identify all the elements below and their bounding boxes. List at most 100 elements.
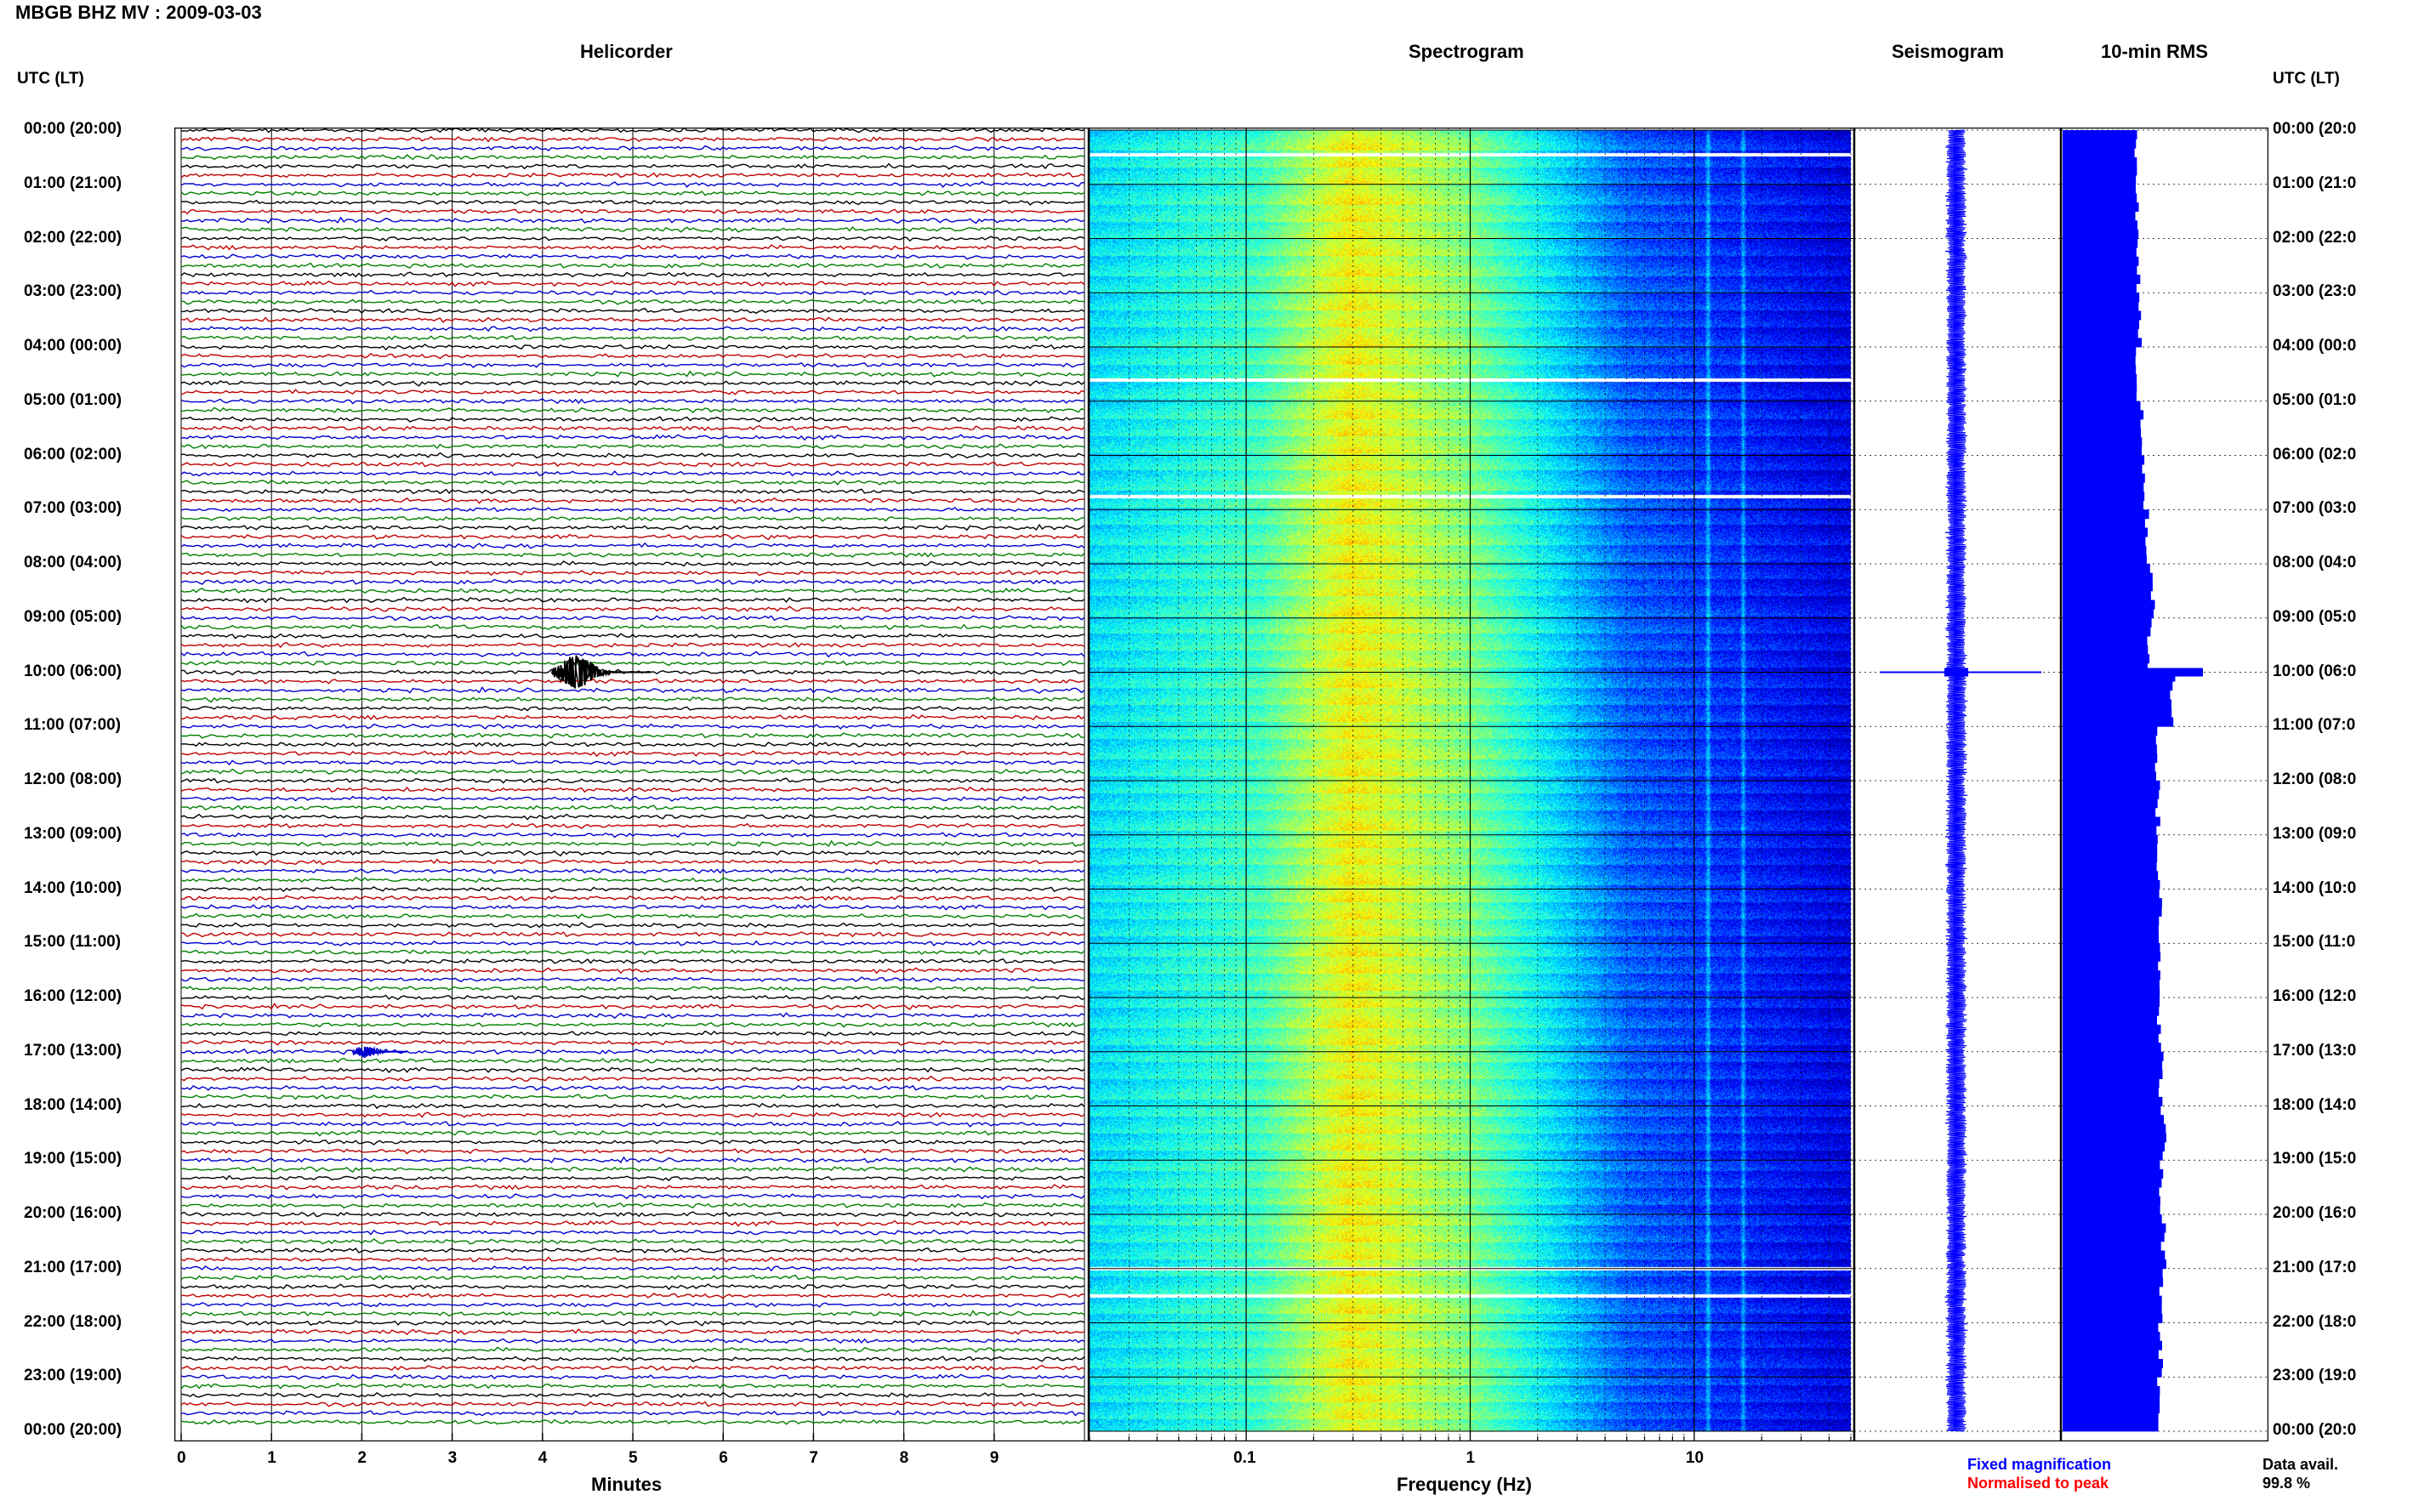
rms-bar: [2063, 1313, 2163, 1323]
helicorder-trace: [180, 344, 1085, 351]
rms-bar: [2063, 338, 2142, 348]
seismogram-spike-core: [1944, 668, 1968, 677]
rms-bar: [2063, 193, 2137, 203]
rms-bar: [2063, 781, 2160, 790]
time-label-left: 15:00 (11:00): [24, 933, 122, 952]
helicorder-trace: [180, 777, 1085, 784]
rms-bar: [2063, 1259, 2166, 1270]
rms-bar: [2063, 988, 2160, 998]
helicorder-trace: [180, 1219, 1085, 1227]
helicorder-trace: [180, 1338, 1085, 1344]
rms-bar: [2063, 482, 2144, 492]
rms-bar: [2063, 998, 2160, 1007]
rms-bar: [2063, 473, 2145, 483]
helicorder-trace: [180, 976, 1085, 983]
time-label-right: 09:00 (05:0: [2273, 607, 2357, 626]
time-label-left: 02:00 (22:00): [24, 228, 122, 247]
helicorder-x-tick-label: 9: [989, 1449, 999, 1467]
helicorder-trace: [180, 1139, 1085, 1145]
rms-bar: [2063, 184, 2136, 194]
rms-bar: [2063, 726, 2158, 736]
rms-bar: [2063, 1232, 2165, 1242]
spectrogram-grid: [1089, 128, 1854, 1441]
helicorder-x-tick-label: 4: [538, 1449, 548, 1467]
helicorder-trace: [180, 713, 1085, 721]
helicorder-trace: [180, 1383, 1085, 1390]
helicorder-trace: [180, 334, 1085, 342]
time-label-left: 04:00 (00:00): [24, 337, 122, 355]
rms-bar: [2063, 1006, 2160, 1016]
helicorder-trace: [180, 542, 1085, 549]
helicorder-trace: [180, 1293, 1085, 1299]
rms-bar: [2063, 1123, 2166, 1134]
helicorder-trace: [180, 867, 1085, 874]
helicorder-trace: [180, 1129, 1084, 1137]
spectrogram-x-tick-label: 1: [1466, 1449, 1476, 1467]
helicorder-trace: [180, 307, 1085, 315]
rms-bar: [2063, 509, 2149, 520]
helicorder-trace: [180, 560, 1085, 567]
helicorder-trace: [180, 425, 1085, 431]
time-label-left: 05:00 (01:00): [24, 390, 122, 409]
time-label-right: 22:00 (18:0: [2273, 1312, 2357, 1331]
time-label-right: 18:00 (14:0: [2273, 1095, 2357, 1114]
helicorder-x-tick-label: 7: [809, 1449, 818, 1467]
helicorder-x-tick-label: 3: [447, 1449, 458, 1467]
time-label-right: 20:00 (16:0: [2273, 1204, 2357, 1222]
rms-bar: [2063, 1160, 2160, 1170]
helicorder-trace: [180, 839, 1085, 848]
helicorder-trace: [180, 523, 1085, 531]
rms-bar: [2063, 1359, 2163, 1368]
helicorder-trace: [180, 885, 1085, 893]
rms-bar: [2063, 889, 2160, 899]
helicorder-trace: [180, 1346, 1085, 1353]
seismogram-title: Seismogram: [1892, 41, 2005, 62]
helicorder-trace: [181, 732, 1085, 739]
helicorder-trace: [180, 912, 1085, 919]
helicorder-trace: [180, 180, 1085, 188]
helicorder-trace: [180, 244, 1085, 251]
seismogram-trace: [1944, 129, 1968, 1432]
fixed-magnification-note: Fixed magnification: [1967, 1456, 2112, 1473]
helicorder-trace: [180, 1057, 1085, 1064]
helicorder-x-tick-label: 5: [629, 1449, 638, 1467]
time-label-right: 00:00 (20:0: [2273, 120, 2357, 138]
rms-bar: [2063, 139, 2137, 149]
rms-bar: [2063, 925, 2159, 935]
time-label-right: 07:00 (03:0: [2273, 499, 2357, 518]
rms-bar: [2063, 202, 2139, 212]
helicorder-trace: [180, 353, 1085, 360]
rms-bar: [2063, 437, 2143, 447]
rms-bar: [2063, 600, 2155, 610]
spectrogram-frame: [1089, 128, 1854, 1441]
helicorder-trace: [180, 633, 1085, 639]
helicorder-trace: [180, 696, 1085, 703]
helicorder-x-tick-label: 6: [719, 1449, 728, 1467]
rms-bar: [2063, 148, 2135, 158]
helicorder-trace: [180, 1418, 1084, 1425]
time-label-right: 10:00 (06:0: [2273, 662, 2357, 680]
helicorder-trace: [180, 1156, 1085, 1163]
helicorder-trace: [180, 199, 1085, 206]
rms-bar: [2063, 365, 2137, 375]
rms-bar: [2063, 446, 2142, 456]
rms-bar: [2063, 681, 2173, 691]
helicorder-trace: [180, 1111, 1085, 1118]
rms-bar: [2063, 1367, 2162, 1378]
rms-bar: [2063, 861, 2157, 872]
rms-bar: [2063, 1422, 2159, 1432]
spectrogram-xlabel: Frequency (Hz): [1397, 1474, 1532, 1495]
helicorder-trace: [180, 623, 1085, 630]
helicorder-trace: [180, 1046, 1085, 1059]
rms-bar: [2063, 1413, 2159, 1423]
rms-bar: [2063, 564, 2150, 573]
rms-bar: [2063, 789, 2160, 799]
time-label-left: 17:00 (13:00): [24, 1041, 122, 1060]
rms-bar: [2063, 1187, 2160, 1197]
rms-bar: [2063, 826, 2157, 836]
rms-bar: [2063, 1051, 2164, 1061]
helicorder-trace: [180, 208, 1085, 215]
helicorder-trace: [180, 416, 1085, 423]
rms-bar: [2063, 175, 2137, 185]
